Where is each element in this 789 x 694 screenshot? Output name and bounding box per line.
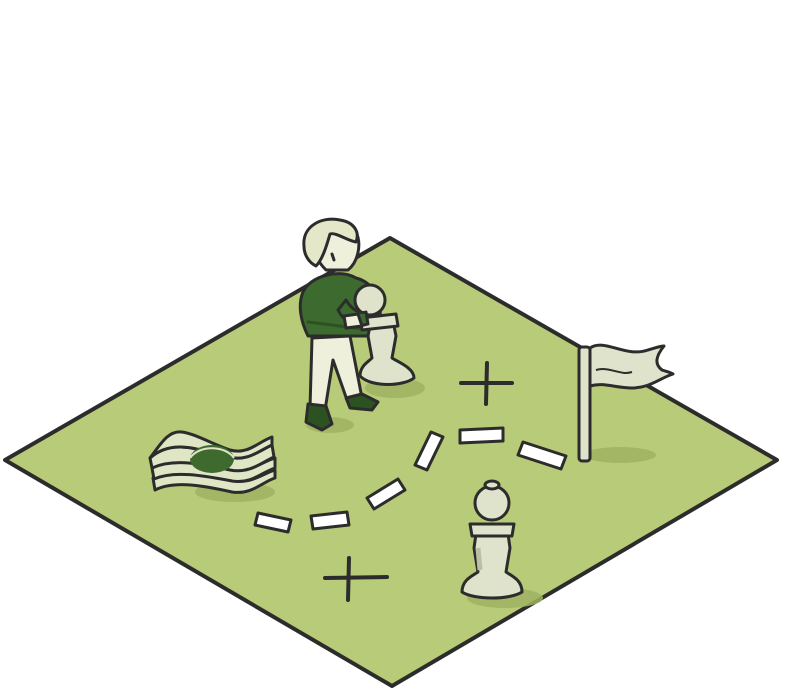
dashed-path-icon	[253, 426, 568, 534]
chessboard-icon	[3, 236, 779, 688]
path-marker	[365, 477, 407, 511]
cross-mark-icon	[323, 556, 389, 602]
person-icon	[298, 217, 416, 432]
pawn-icon	[460, 479, 524, 600]
path-marker	[516, 440, 568, 471]
path-marker	[253, 511, 293, 534]
cross-mark-icon	[459, 361, 514, 406]
path-marker	[309, 510, 351, 531]
money-stack-icon	[148, 430, 277, 494]
path-marker	[413, 430, 445, 472]
path-marker	[458, 426, 505, 445]
flag-icon	[577, 343, 675, 463]
